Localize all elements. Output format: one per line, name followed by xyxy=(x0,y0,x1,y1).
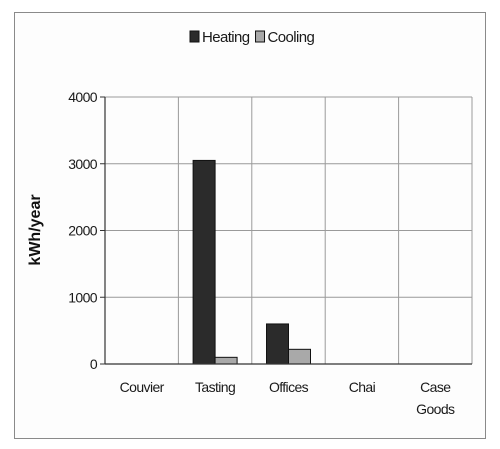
x-tick-label: Chai xyxy=(349,379,376,395)
bar-cooling xyxy=(214,356,238,365)
grid-lines xyxy=(105,96,473,364)
y-tick-labels: 0 1000 2000 3000 4000 xyxy=(68,89,98,372)
y-tick-label: 1000 xyxy=(68,289,98,305)
x-tick-label: Offices xyxy=(269,379,309,395)
bar-heating xyxy=(192,159,216,365)
x-tick-labels: Couvier Tasting Offices Chai Case Goods xyxy=(120,379,456,417)
x-tick-label: Case Goods xyxy=(416,379,455,417)
legend: Heating Cooling xyxy=(189,29,315,46)
x-tick-label: Tasting xyxy=(195,379,235,395)
legend-label-heating: Heating xyxy=(202,29,250,46)
bar-heating xyxy=(266,323,289,365)
chart-frame xyxy=(14,12,486,439)
y-tick-label: 0 xyxy=(90,356,98,372)
legend-label-cooling: Cooling xyxy=(268,29,315,46)
axes xyxy=(100,96,472,365)
y-tick-label: 2000 xyxy=(68,223,98,239)
y-axis-label: kWh/year xyxy=(27,194,44,265)
y-tick-label: 4000 xyxy=(68,89,98,105)
legend-swatch-cooling xyxy=(255,30,266,43)
legend-swatch-heating xyxy=(189,30,200,43)
y-tick-label: 3000 xyxy=(68,156,98,172)
bar-cooling xyxy=(288,348,311,365)
x-tick-label: Couvier xyxy=(120,379,165,395)
bars xyxy=(192,159,311,365)
